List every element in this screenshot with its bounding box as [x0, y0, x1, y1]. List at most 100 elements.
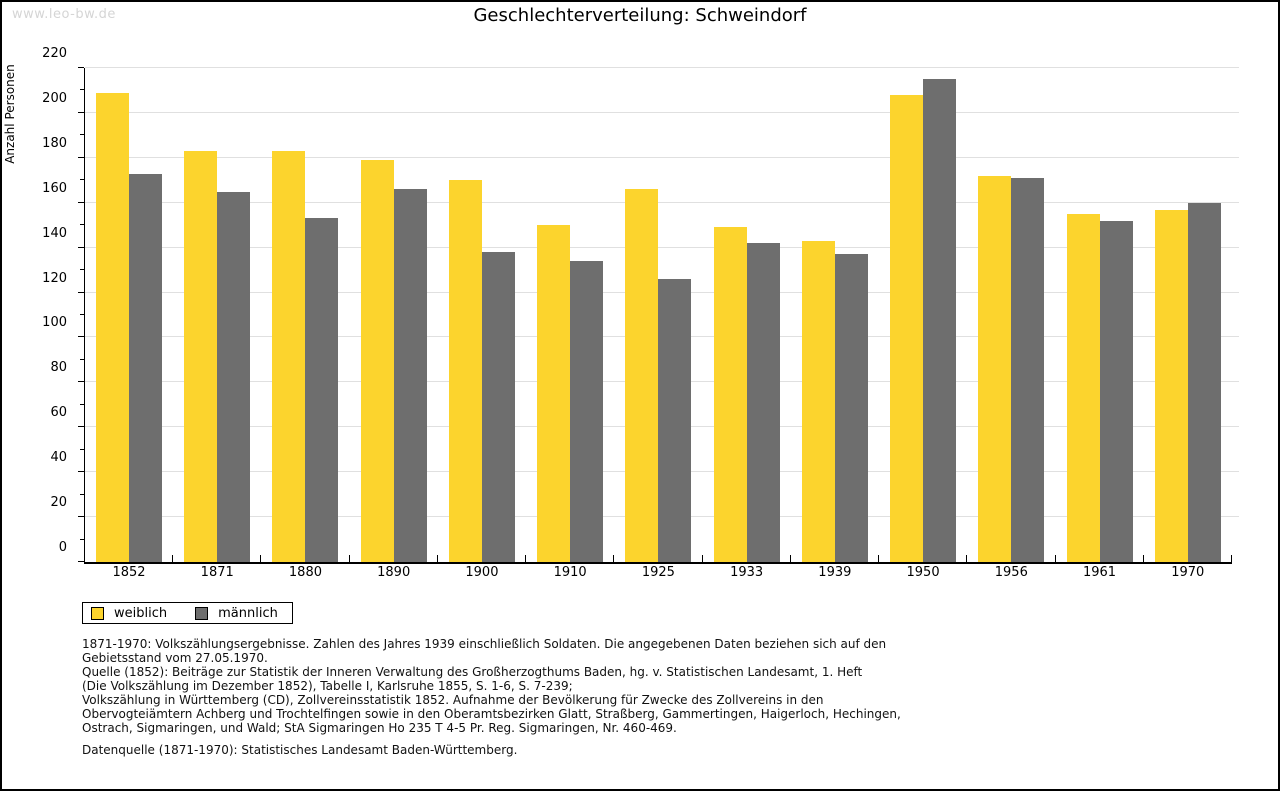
y-tick-label-140: 140: [42, 225, 67, 241]
bar-männlich-1939: [834, 254, 868, 562]
x-tick-9: [878, 555, 880, 562]
y-tick-minor-70: [80, 403, 84, 405]
bar-weiblich-1961: [1066, 214, 1100, 562]
x-category-label-1880: 1880: [288, 565, 322, 580]
bar-männlich-1950: [923, 79, 957, 562]
watermark-leo-bw: www.leo-bw.de: [12, 7, 116, 22]
bar-männlich-1880: [305, 218, 339, 562]
bar-group-1950: [879, 68, 967, 562]
y-tick-label-0: 0: [58, 540, 67, 555]
y-tick-label-120: 120: [42, 270, 67, 286]
gridline-y-140: [85, 246, 1239, 248]
y-tick-minor-90: [80, 358, 84, 360]
y-tick-major-0: [78, 561, 84, 562]
bar-männlich-1852: [129, 173, 162, 562]
x-tick-7: [701, 555, 703, 562]
y-axis-line: [84, 68, 85, 562]
bar-group-1871: [173, 68, 261, 562]
y-tick-major-120: [78, 291, 84, 293]
x-category-label-1956: 1956: [994, 565, 1028, 580]
bar-weiblich-1890: [360, 160, 394, 562]
y-tick-major-80: [78, 381, 84, 383]
x-tick-11: [1054, 555, 1056, 562]
x-tick-2: [260, 555, 262, 562]
x-tick-10: [966, 555, 968, 562]
y-tick-label-160: 160: [42, 180, 67, 196]
x-tick-8: [789, 555, 791, 562]
legend-swatch-männlich: [195, 606, 209, 620]
y-tick-major-40: [78, 471, 84, 473]
bar-group-1933: [703, 68, 791, 562]
y-tick-minor-30: [80, 493, 84, 495]
y-tick-label-80: 80: [50, 360, 67, 376]
legend-label-weiblich: weiblich: [114, 605, 168, 621]
bar-group-1939: [791, 68, 879, 562]
bar-männlich-1890: [393, 189, 427, 562]
bar-weiblich-1970: [1154, 209, 1188, 562]
y-tick-label-40: 40: [50, 450, 67, 466]
bar-weiblich-1925: [625, 189, 659, 562]
bar-männlich-1925: [658, 279, 692, 562]
legend-label-männlich: männlich: [218, 605, 278, 621]
x-tick-13: [1231, 555, 1232, 562]
bar-weiblich-1956: [978, 175, 1012, 562]
bar-group-1880: [261, 68, 349, 562]
x-category-label-1925: 1925: [641, 565, 675, 580]
legend-swatch-weiblich: [91, 606, 104, 620]
x-tick-6: [613, 555, 615, 562]
x-category-label-1950: 1950: [906, 565, 940, 580]
y-tick-major-140: [78, 246, 84, 248]
y-tick-minor-170: [80, 179, 84, 181]
bar-group-1956: [967, 68, 1055, 562]
bar-männlich-1933: [746, 243, 780, 562]
y-tick-major-160: [78, 201, 84, 203]
x-axis-line: [84, 562, 1232, 564]
y-tick-minor-10: [80, 538, 84, 540]
bar-weiblich-1900: [448, 180, 482, 562]
bar-weiblich-1852: [96, 92, 129, 562]
bar-männlich-1910: [570, 261, 604, 562]
x-category-label-1871: 1871: [200, 565, 234, 580]
y-tick-major-60: [78, 426, 84, 428]
bar-männlich-1961: [1099, 220, 1133, 562]
x-category-label-1852: 1852: [112, 565, 146, 580]
x-tick-5: [525, 555, 527, 562]
gridline-y-160: [85, 201, 1239, 203]
y-tick-minor-110: [80, 314, 84, 315]
gridline-y-220: [85, 67, 1239, 68]
chart-title: Geschlechterverteilung: Schweindorf: [473, 5, 807, 26]
x-category-label-1961: 1961: [1082, 565, 1117, 580]
x-tick-12: [1142, 555, 1144, 562]
y-tick-minor-210: [80, 89, 84, 91]
bar-group-1961: [1056, 68, 1144, 562]
bar-männlich-1871: [217, 191, 251, 562]
legend-box: weiblich männlich: [82, 602, 293, 624]
y-tick-major-180: [78, 156, 84, 158]
bar-weiblich-1880: [272, 151, 306, 562]
footnote-line-2: Gebietsstand vom 27.05.1970.: [82, 651, 268, 665]
bar-männlich-1970: [1187, 202, 1221, 562]
x-category-label-1890: 1890: [377, 565, 411, 580]
y-tick-label-220: 220: [42, 46, 67, 61]
gridline-y-200: [85, 111, 1239, 113]
x-tick-4: [436, 555, 438, 562]
bar-group-1890: [350, 68, 438, 562]
y-tick-major-200: [78, 111, 84, 113]
bar-weiblich-1933: [713, 227, 747, 562]
y-tick-label-20: 20: [50, 495, 67, 511]
y-tick-minor-150: [80, 224, 84, 226]
y-tick-major-220: [78, 67, 84, 68]
bar-group-1970: [1144, 68, 1232, 562]
bar-männlich-1900: [481, 252, 515, 562]
datasource-line: Datenquelle (1871-1970): Statistisches L…: [82, 743, 518, 757]
bar-group-1852: [85, 68, 173, 562]
x-category-label-1910: 1910: [553, 565, 587, 580]
y-tick-minor-130: [80, 269, 84, 271]
bar-weiblich-1871: [184, 151, 218, 562]
plot-area: 0 20 40 60 80 100 120 140 160 180 200 220: [42, 46, 1239, 564]
y-tick-minor-50: [80, 448, 84, 450]
y-tick-major-20: [78, 516, 84, 518]
bar-group-1900: [438, 68, 526, 562]
x-category-label-1900: 1900: [465, 565, 499, 580]
